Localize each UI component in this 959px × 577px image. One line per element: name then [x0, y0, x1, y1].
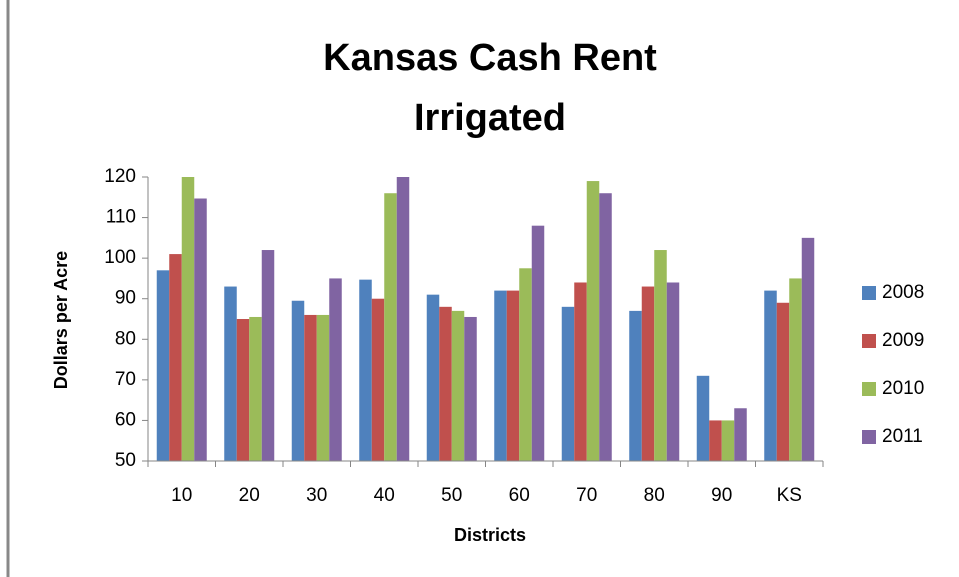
- bar: [721, 420, 735, 461]
- y-tick-label: 100: [104, 247, 136, 268]
- y-tick-label: 70: [115, 369, 136, 390]
- y-tick-label: 80: [115, 328, 136, 349]
- x-tick-label: 10: [171, 485, 192, 506]
- y-tick-label: 110: [106, 207, 136, 228]
- bar: [194, 198, 207, 461]
- bar: [561, 306, 575, 461]
- bar: [494, 290, 507, 461]
- y-tick-label: 60: [115, 409, 136, 430]
- chart-title: Kansas Cash Rent: [323, 37, 657, 79]
- y-axis-label: Dollars per Acre: [51, 251, 71, 389]
- x-tick-label: 40: [374, 485, 395, 506]
- bar: [224, 286, 237, 461]
- bar: [359, 279, 372, 461]
- x-axis-label: Districts: [454, 525, 526, 545]
- legend-swatch: [862, 382, 876, 396]
- y-tick-label: 50: [115, 450, 136, 471]
- bar: [396, 177, 410, 461]
- x-tick-label: 90: [711, 485, 732, 506]
- legend-swatch: [862, 430, 876, 444]
- bar: [384, 193, 397, 461]
- x-tick-label: 50: [441, 485, 462, 506]
- bar: [181, 177, 195, 461]
- x-tick-label: 20: [239, 485, 260, 506]
- legend-label: 2011: [882, 426, 923, 447]
- bar: [426, 294, 440, 461]
- bar: [574, 282, 587, 461]
- bar: [261, 250, 275, 461]
- bar: [249, 316, 262, 461]
- legend-label: 2010: [882, 378, 924, 399]
- bar: [451, 310, 465, 461]
- x-tick-label: KS: [777, 485, 802, 506]
- bar: [641, 286, 655, 461]
- bar: [304, 314, 317, 461]
- bar: [789, 278, 802, 461]
- bar: [599, 193, 612, 461]
- x-tick-label: 30: [306, 485, 327, 506]
- x-tick-label: 60: [509, 485, 530, 506]
- legend-swatch: [862, 334, 876, 348]
- bar: [169, 254, 182, 461]
- bar: [291, 300, 305, 461]
- bar: [666, 282, 680, 461]
- y-tick-label: 120: [104, 166, 136, 187]
- legend-label: 2009: [882, 330, 924, 351]
- chart-title: Irrigated: [414, 97, 566, 139]
- bar: [776, 302, 790, 461]
- bar: [329, 278, 342, 461]
- x-tick-label: 70: [576, 485, 597, 506]
- bar: [531, 225, 545, 461]
- bar: [696, 375, 710, 461]
- legend-swatch: [862, 286, 876, 300]
- bar: [439, 306, 452, 461]
- bar: [156, 270, 170, 461]
- bar: [801, 237, 815, 461]
- bar: [316, 314, 330, 461]
- bar: [629, 310, 642, 461]
- y-tick-label: 90: [115, 288, 136, 309]
- bar: [709, 420, 722, 461]
- bar: [734, 408, 747, 461]
- bar: [371, 298, 385, 461]
- bar: [464, 316, 477, 461]
- legend-label: 2008: [882, 282, 924, 303]
- x-tick-label: 80: [644, 485, 665, 506]
- bar: [764, 290, 777, 461]
- bar: [586, 181, 600, 462]
- bar: [519, 268, 532, 461]
- bar: [506, 290, 520, 461]
- bar: [236, 319, 250, 461]
- bar: [654, 250, 667, 461]
